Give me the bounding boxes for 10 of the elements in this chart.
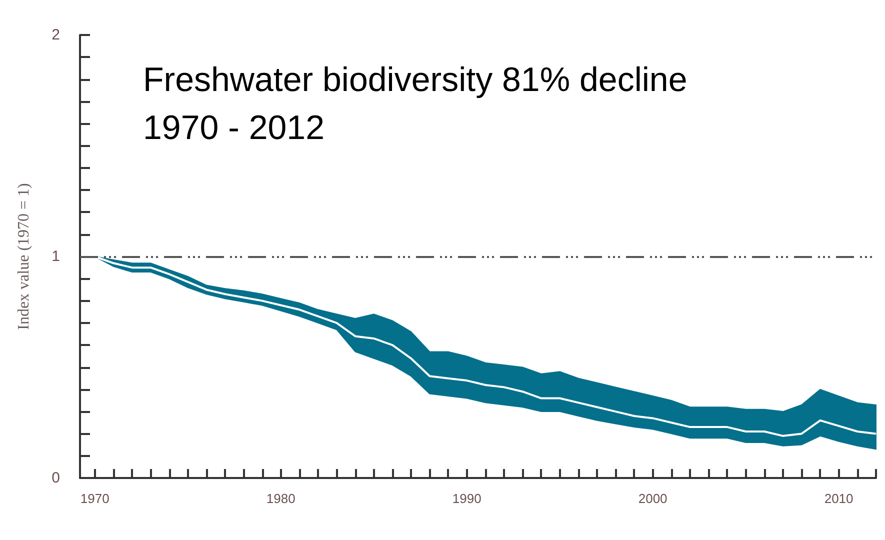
x-tick-label: 1990 (452, 491, 482, 506)
y-tick-label: 2 (52, 26, 60, 44)
x-tick-label: 1970 (80, 491, 110, 506)
annotation: Freshwater biodiversity 81% decline 1970 - 2012 (143, 61, 688, 147)
x-tick-label: 2010 (824, 491, 854, 506)
x-tick-label: 2000 (638, 491, 668, 506)
x-tick-label: 1980 (266, 491, 296, 506)
y-axis-title: Index value (1970 = 1) (16, 183, 32, 330)
y-tick-label: 0 (52, 470, 60, 486)
y-tick-label: 1 (52, 248, 60, 265)
